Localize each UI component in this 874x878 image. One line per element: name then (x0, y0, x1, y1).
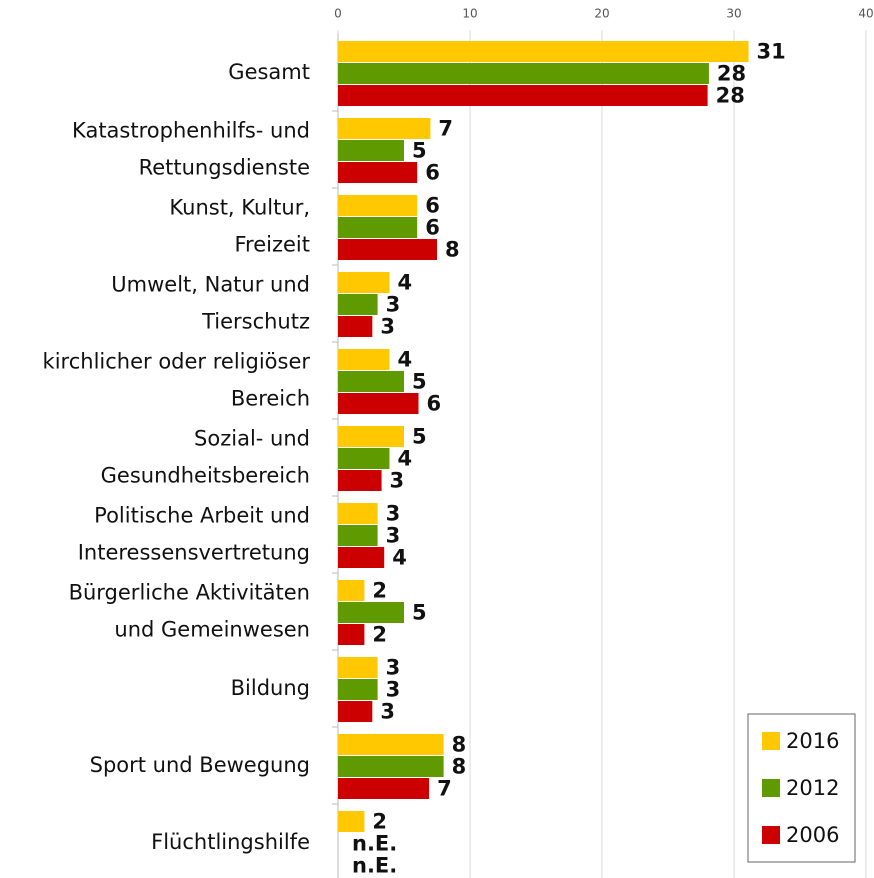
bar (338, 195, 418, 216)
value-label: 8 (445, 238, 460, 262)
y-tick-label: Freizeit (235, 233, 311, 257)
x-tick-label: 30 (726, 7, 741, 21)
bar (338, 63, 709, 84)
y-tick-label: Bildung (231, 676, 310, 700)
bar (338, 624, 365, 645)
bar (338, 239, 437, 260)
bar (338, 470, 382, 491)
bar (338, 503, 378, 524)
value-label: 7 (437, 777, 452, 801)
value-label: 5 (412, 370, 427, 394)
value-label: 3 (386, 656, 401, 680)
value-label: 6 (427, 392, 442, 416)
bar (338, 734, 444, 755)
y-tick-label: Katastrophenhilfs- und (72, 119, 310, 143)
legend-swatch (762, 732, 780, 750)
bar (338, 778, 430, 799)
x-tick-label: 10 (462, 7, 477, 21)
value-label: 5 (412, 139, 427, 163)
bar (338, 679, 378, 700)
bar (338, 701, 373, 722)
bar (338, 162, 418, 183)
value-label: 3 (386, 293, 401, 317)
bar (338, 811, 365, 832)
value-label: 7 (438, 117, 453, 141)
y-tick-label: Sozial- und (194, 427, 310, 451)
value-label: 6 (425, 161, 440, 185)
y-tick-label: Politische Arbeit und (94, 504, 310, 528)
value-label: 6 (425, 194, 440, 218)
bar (338, 657, 378, 678)
y-tick-label: Gesundheitsbereich (101, 464, 310, 488)
bar (338, 41, 749, 62)
y-tick-label: Umwelt, Natur und (111, 273, 310, 297)
y-tick-label: Tierschutz (201, 310, 310, 334)
value-label: 3 (386, 524, 401, 548)
value-label: 4 (397, 447, 412, 471)
value-label: 6 (425, 216, 440, 240)
bar (338, 217, 418, 238)
value-label: 28 (717, 62, 746, 86)
legend: 2016 2012 2006 (747, 713, 856, 863)
legend-label: 2012 (786, 776, 839, 800)
value-label: 28 (716, 84, 745, 108)
value-label: 31 (757, 40, 786, 64)
bar (338, 580, 365, 601)
bar (338, 393, 419, 414)
value-label: n.E. (352, 832, 397, 856)
bar (338, 272, 390, 293)
legend-label: 2006 (786, 823, 839, 847)
x-tick-label: 20 (594, 7, 609, 21)
x-tick-label: 40 (858, 7, 873, 21)
legend-label: 2016 (786, 729, 839, 753)
value-label: 3 (380, 700, 395, 724)
value-label: 8 (452, 755, 467, 779)
value-label: 3 (386, 502, 401, 526)
value-label: 5 (412, 425, 427, 449)
bar (338, 525, 378, 546)
legend-swatch (762, 779, 780, 797)
bar (338, 140, 404, 161)
y-tick-label: Bereich (231, 387, 310, 411)
y-tick-label: Gesamt (228, 60, 310, 84)
y-tick-label: Sport und Bewegung (90, 753, 310, 777)
value-label: 4 (397, 271, 412, 295)
y-tick-label: Rettungsdienste (139, 156, 310, 180)
bar (338, 371, 404, 392)
value-label: 2 (372, 810, 387, 834)
value-label: 3 (386, 678, 401, 702)
bar (338, 349, 390, 370)
bar (338, 85, 708, 106)
value-label: 2 (372, 579, 387, 603)
value-label: 4 (392, 546, 407, 570)
legend-swatch (762, 826, 780, 844)
value-label: 4 (397, 348, 412, 372)
y-tick-label: Bürgerliche Aktivitäten (69, 581, 310, 605)
bar (338, 316, 373, 337)
value-label: 2 (372, 623, 387, 647)
value-label: 3 (390, 469, 405, 493)
y-tick-label: Flüchtlingshilfe (151, 830, 310, 854)
y-tick-label: Kunst, Kultur, (169, 196, 310, 220)
value-label: 5 (412, 601, 427, 625)
value-label: n.E. (352, 854, 397, 878)
value-label: 8 (452, 733, 467, 757)
bar (338, 448, 390, 469)
bar (338, 547, 385, 568)
y-tick-label: und Gemeinwesen (114, 618, 310, 642)
bar (338, 602, 404, 623)
value-label: 3 (380, 315, 395, 339)
bar (338, 756, 444, 777)
x-tick-label: 0 (334, 7, 342, 21)
y-tick-label: Interessensvertretung (78, 541, 310, 565)
bar (338, 294, 378, 315)
bar (338, 118, 431, 139)
y-tick-label: kirchlicher oder religiöser (43, 350, 311, 374)
bar (338, 426, 404, 447)
